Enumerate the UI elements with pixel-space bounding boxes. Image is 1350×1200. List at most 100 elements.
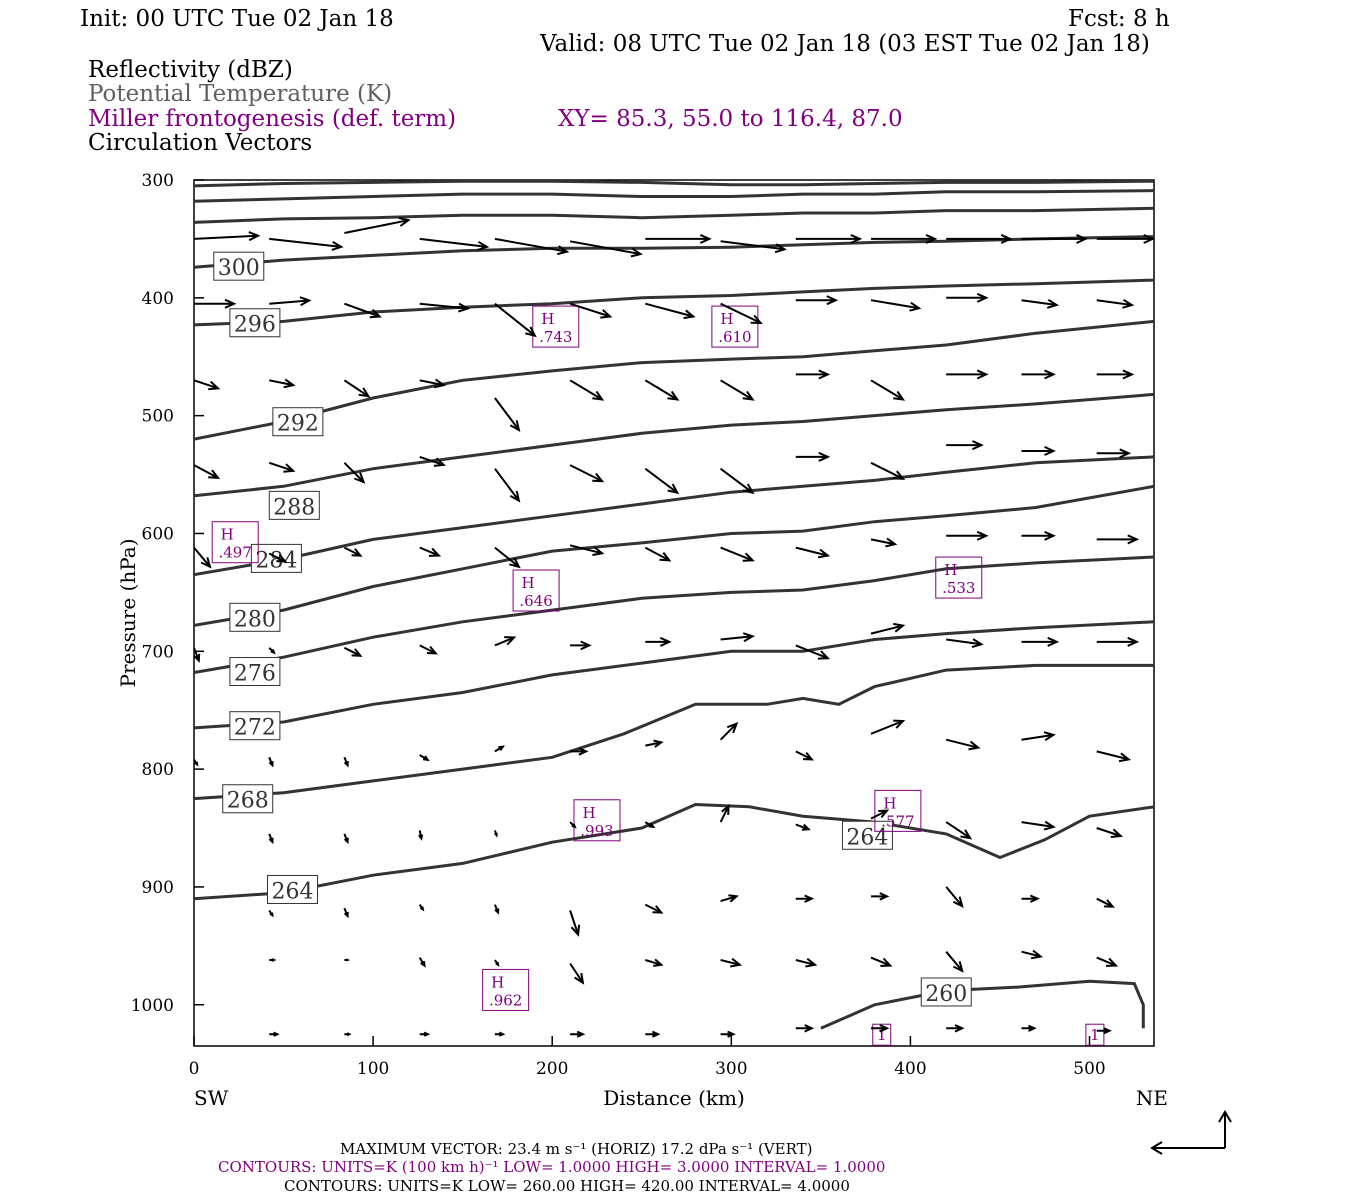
circulation-vector-arrow <box>720 957 743 968</box>
fronto-max-value: .962 <box>489 991 522 1009</box>
circulation-vector-arrow <box>720 894 739 903</box>
circulation-vector-arrow <box>871 233 938 244</box>
circulation-vector-arrow <box>269 378 296 389</box>
fronto-max-symbol: H <box>720 310 733 328</box>
circulation-vector-arrow <box>645 958 664 967</box>
circulation-vector-arrow <box>343 546 363 557</box>
circulation-vector-arrow <box>419 644 438 655</box>
circulation-vector-arrow <box>795 233 863 244</box>
circulation-vector-arrow <box>194 464 221 480</box>
circulation-vector-arrow <box>946 530 989 541</box>
theta-contour-line <box>194 802 1154 901</box>
circulation-vector-arrow <box>645 302 696 320</box>
circulation-vector-arrow <box>720 467 755 495</box>
y-tick-label: 1000 <box>131 996 174 1016</box>
theta-label-box <box>229 602 281 632</box>
circulation-vector-arrow <box>419 754 430 762</box>
circulation-vector-arrow <box>795 644 831 660</box>
circulation-vector-arrow <box>494 302 537 338</box>
theta-contour-line <box>820 979 1145 1030</box>
y-tick-label: 600 <box>142 524 174 544</box>
circulation-vector-arrow <box>194 759 199 767</box>
circulation-vector-arrow <box>1096 298 1135 309</box>
theta-label-box <box>268 490 320 520</box>
circulation-vector-arrow <box>269 1031 280 1037</box>
fronto-max-box <box>711 305 759 348</box>
field-potential-temperature: Potential Temperature (K) <box>88 81 392 107</box>
circulation-vector-arrow <box>946 233 1013 244</box>
circulation-vector-arrow <box>1096 1027 1112 1035</box>
circulation-vector-arrow <box>1096 956 1119 967</box>
theta-label-box <box>222 784 274 814</box>
fronto-contour-box <box>1085 1023 1105 1046</box>
circulation-vector-arrow <box>720 379 755 401</box>
circulation-vector-arrow <box>795 750 814 761</box>
theta-contour-label: 280 <box>234 607 276 632</box>
theta-label-box <box>250 543 302 573</box>
circulation-vector-arrow <box>268 647 276 655</box>
x-tick-label: 200 <box>536 1059 568 1079</box>
circulation-vector-arrow <box>343 646 363 657</box>
circulation-vector-arrow <box>945 951 964 973</box>
circulation-vector-arrow <box>645 1030 661 1038</box>
circulation-vector-arrow <box>269 958 277 962</box>
theta-contour-line <box>194 663 1154 801</box>
circulation-vector-arrow <box>795 894 815 903</box>
xy-endpoints: XY= 85.3, 55.0 to 116.4, 87.0 <box>558 106 903 132</box>
theta-label-box <box>229 308 281 338</box>
theta-label-box <box>229 711 281 741</box>
fronto-max-box <box>573 799 621 842</box>
theta-contour-line <box>194 555 1154 674</box>
circulation-vector-arrow <box>194 231 261 242</box>
field-reflectivity: Reflectivity (dBZ) <box>88 57 293 83</box>
theta-contour-label: 276 <box>234 662 276 687</box>
x-tick-label: 400 <box>894 1059 926 1079</box>
theta-contour-line <box>194 180 1154 188</box>
valid-time: Valid: 08 UTC Tue 02 Jan 18 (03 EST Tue … <box>539 31 1150 57</box>
circulation-vector-arrow <box>1021 1024 1037 1032</box>
y-tick-label: 400 <box>142 289 174 309</box>
theta-contour-label: 268 <box>227 789 269 814</box>
circulation-vector-arrow <box>795 369 831 380</box>
circulation-vector-arrow <box>419 1031 431 1037</box>
fronto-max-box <box>874 789 922 832</box>
circulation-vector-arrow <box>570 640 592 651</box>
theta-contour-line <box>194 484 1154 627</box>
circulation-vector-arrow <box>344 1032 352 1037</box>
circulation-vector-arrow <box>720 302 763 324</box>
circulation-vector-arrow <box>569 962 585 985</box>
theta-contour-label: 284 <box>255 548 297 573</box>
circulation-vector-arrow <box>569 302 613 319</box>
fronto-max-value: .577 <box>881 812 914 830</box>
circulation-vector-arrow <box>494 636 517 647</box>
circulation-vector-arrow <box>644 467 680 495</box>
circulation-vector-arrow <box>945 738 981 751</box>
circulation-vector-arrow <box>719 803 730 823</box>
fronto-max-symbol: H <box>883 794 896 812</box>
max-vector-note: MAXIMUM VECTOR: 23.4 m s⁻¹ (HORIZ) 17.2 … <box>340 1140 812 1158</box>
theta-label-box <box>229 657 281 687</box>
circulation-vector-arrow <box>268 833 274 845</box>
circulation-vector-arrow <box>493 830 498 838</box>
circulation-vector-arrow <box>795 295 839 306</box>
y-tick-label: 800 <box>142 760 174 780</box>
circulation-vector-arrow <box>418 830 424 841</box>
circulation-vector-arrow <box>870 461 906 480</box>
theta-contour-line <box>194 392 1154 498</box>
circulation-vector-arrow <box>870 719 906 735</box>
fronto-contour-label: 1 <box>1090 1026 1100 1044</box>
x-tick-label: 100 <box>357 1059 389 1079</box>
fronto-max-box <box>482 968 530 1011</box>
circulation-vector-arrow <box>1021 369 1056 380</box>
field-miller-frontogenesis: Miller frontogenesis (def. term) <box>88 106 456 132</box>
y-tick-label: 300 <box>142 171 174 191</box>
circulation-vector-arrow <box>419 237 490 251</box>
circulation-vector-arrow <box>719 721 739 741</box>
fronto-max-value: .646 <box>519 592 552 610</box>
circulation-vector-arrow <box>344 302 382 319</box>
circulation-vector-arrow <box>494 745 505 753</box>
x-axis-title: Distance (km) <box>603 1086 745 1110</box>
circulation-vector-arrow <box>871 892 890 901</box>
fronto-max-symbol: H <box>522 574 535 592</box>
fronto-max-value: .743 <box>539 328 572 346</box>
